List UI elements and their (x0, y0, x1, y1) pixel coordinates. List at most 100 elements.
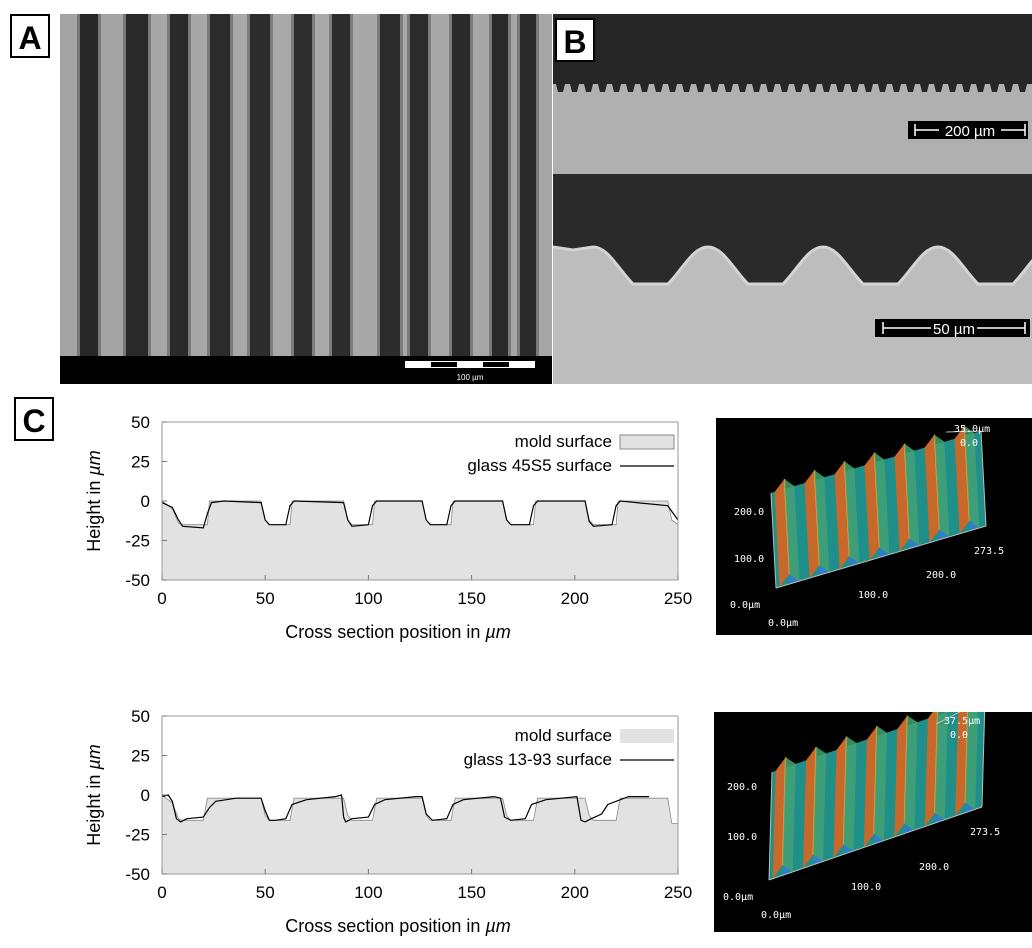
legend-mold-label: mold surface (515, 726, 612, 745)
x-axis-label: Cross section position in µm (285, 622, 510, 642)
profile-chart-2: 50 25 0 -25 -50 0 50 100 150 200 250 Cross section … (0, 700, 710, 943)
series-glass-surface (161, 500, 679, 529)
surface-ridge-crest (812, 746, 817, 855)
surface-3d-2-svg: 37.5µm 0.0 200.0 100.0 0.0µm 0.0µm 100.0 200.0 2… (723, 694, 1000, 921)
y-tick-label: 0 (141, 786, 150, 805)
y-label-0: 0.0µm (723, 892, 753, 903)
axis-y-far (980, 430, 987, 527)
x-tick-label: 50 (256, 883, 275, 902)
legend-mold-swatch (619, 434, 675, 450)
x-label-200: 200.0 (926, 570, 956, 581)
axis-x (775, 525, 987, 589)
x-tick-label: 150 (457, 883, 485, 902)
y-tick-label: 0 (141, 492, 150, 511)
axis-y (768, 771, 773, 881)
surface-slope (813, 746, 827, 862)
axis-y (770, 492, 777, 589)
legend-mold-swatch (620, 729, 674, 743)
surface-slope (874, 452, 890, 555)
y-tick-label: 50 (131, 707, 150, 726)
z-label-zero: 0.0 (950, 730, 968, 741)
x-tick-label: 250 (664, 883, 692, 902)
surface-ridge-crest (964, 694, 970, 803)
surface-slope (784, 479, 800, 582)
scale-bar-a-label: 100 µm (457, 373, 484, 382)
surface-slope (964, 425, 980, 528)
x-tick-label: 200 (561, 589, 589, 608)
y-label-200: 200.0 (727, 782, 757, 793)
surface-slope (904, 443, 920, 546)
x-label-0: 0.0µm (768, 618, 798, 629)
micrograph-b: 200 µm 50 µm (552, 14, 1032, 384)
y-tick-label: -50 (125, 865, 150, 884)
panel-label-a: A (10, 14, 50, 58)
surface-slope (844, 461, 860, 564)
surface-3d-2: 37.5µm 0.0 200.0 100.0 0.0µm 0.0µm 100.0 200.0 2… (714, 694, 1032, 932)
surface-3d-1: 35.0µm 0.0 200.0 100.0 0.0µm 0.0µm 100.0 200.0 2… (716, 418, 1032, 635)
surface-slope (934, 705, 948, 820)
scale-bar-a (405, 361, 535, 368)
x-label-end: 273.5 (970, 827, 1000, 838)
y-label-0: 0.0µm (730, 600, 760, 611)
y-label-100: 100.0 (727, 832, 757, 843)
x-tick-label: 150 (457, 589, 485, 608)
axis-y-far (981, 698, 986, 808)
profile-chart-1: 50 25 0 -25 -50 0 50 100 150 200 250 Cross section … (0, 406, 710, 656)
y-tick-label: -50 (125, 571, 150, 590)
x-label-100: 100.0 (851, 882, 881, 893)
y-tick-label: -25 (125, 532, 150, 551)
x-axis-label: Cross section position in µm (285, 916, 510, 936)
surface-ridge-crest (903, 715, 909, 824)
micrograph-a: 100 µm (60, 14, 552, 384)
legend-mold-label: mold surface (515, 432, 612, 451)
surface-ridge-crest (933, 434, 941, 530)
x-tick-label: 100 (354, 589, 382, 608)
axis-x (768, 806, 983, 881)
surface-slope (814, 470, 830, 573)
x-label-200: 200.0 (919, 862, 949, 873)
series-glass-surface (161, 794, 650, 823)
y-tick-label: 25 (131, 747, 150, 766)
surface-ridge-crest (903, 443, 911, 539)
z-label-top: 37.5µm (944, 716, 980, 727)
panel-label-c: C (14, 397, 54, 441)
x-tick-label: 0 (157, 589, 166, 608)
y-label-100: 100.0 (734, 554, 764, 565)
x-tick-label: 100 (354, 883, 382, 902)
surface-slope (843, 736, 857, 852)
y-tick-label: 25 (131, 453, 150, 472)
legend-glass-label: glass 45S5 surface (467, 456, 612, 475)
surface-slope (904, 715, 918, 831)
x-label-0: 0.0µm (761, 910, 791, 921)
x-tick-label: 50 (256, 589, 275, 608)
micrograph-a-image: 100 µm (60, 14, 552, 384)
micrograph-b-image: 200 µm 50 µm (552, 14, 1032, 384)
x-tick-label: 0 (157, 883, 166, 902)
surface-3d-1-svg: 35.0µm 0.0 200.0 100.0 0.0µm 0.0µm 100.0 200.0 2… (730, 424, 1004, 629)
scale-bar-b-top: 200 µm (945, 123, 995, 140)
x-tick-label: 250 (664, 589, 692, 608)
scale-bar-b-bottom: 50 µm (933, 321, 975, 338)
series-mold-surface (161, 794, 679, 875)
y-axis-label: Height in µm (84, 744, 104, 845)
surface-slope (934, 434, 950, 537)
x-label-end: 273.5 (974, 546, 1004, 557)
surface-ridge-crest (842, 736, 848, 845)
legend-glass-label: glass 13-93 surface (464, 750, 612, 769)
z-label-zero: 0.0 (960, 438, 978, 449)
surface-slope (782, 757, 796, 872)
surface-slope (965, 694, 979, 810)
x-tick-label: 200 (561, 883, 589, 902)
surface-slope (873, 726, 888, 841)
series-mold-surface (161, 500, 679, 581)
z-label-top: 35.0µm (954, 424, 990, 435)
y-label-200: 200.0 (734, 507, 764, 518)
y-tick-label: -25 (125, 826, 150, 845)
surface-ridge-crest (873, 452, 881, 548)
x-label-100: 100.0 (858, 590, 888, 601)
panel-label-b: B (555, 18, 595, 62)
axis-z (945, 430, 982, 433)
y-axis-label: Height in µm (84, 450, 104, 551)
